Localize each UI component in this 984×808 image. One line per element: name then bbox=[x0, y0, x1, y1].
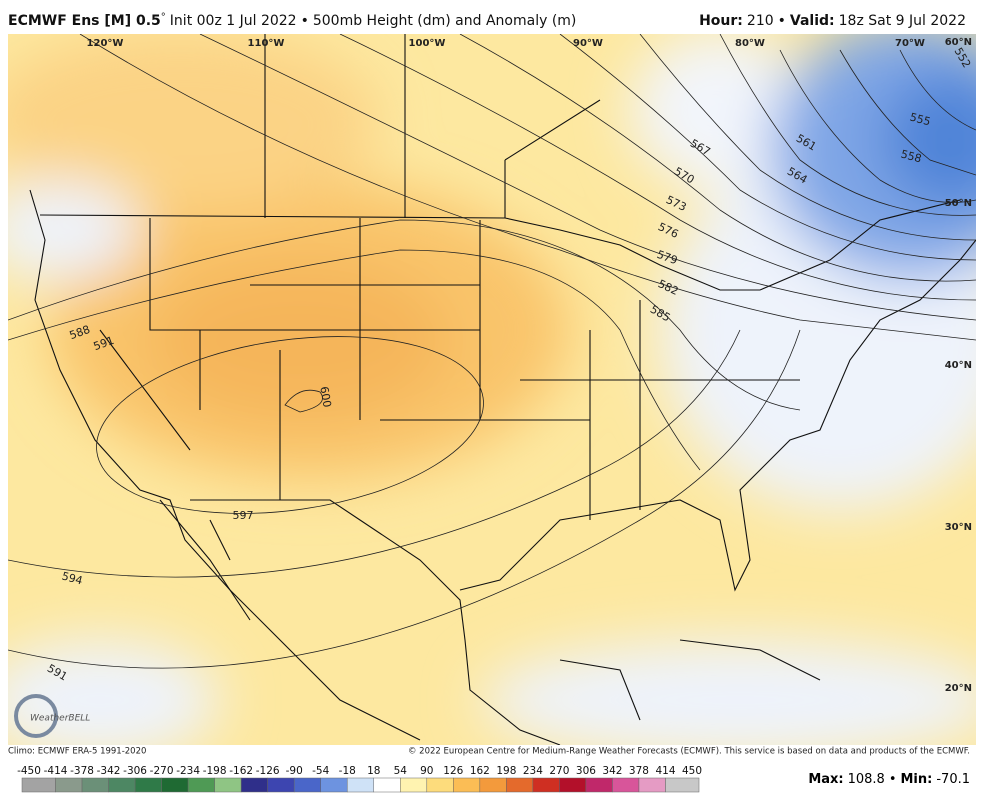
latitude-label: 50°N bbox=[945, 198, 972, 209]
min-value: -70.1 bbox=[936, 772, 970, 787]
colorbar-swatch bbox=[665, 777, 700, 793]
longitude-label: 120°W bbox=[87, 38, 124, 49]
canada-us-border bbox=[39, 199, 961, 291]
state-lines bbox=[99, 34, 800, 520]
max-label: Max: bbox=[808, 772, 843, 787]
colorbar-swatch bbox=[506, 777, 534, 793]
colorbar-tick-label: -342 bbox=[97, 765, 121, 777]
logo: WeatherBELL bbox=[14, 694, 90, 738]
longitude-label: 80°W bbox=[735, 38, 765, 49]
colorbar-tick-label: -450 bbox=[17, 765, 41, 777]
colorbar-tick-label: 270 bbox=[549, 765, 569, 777]
colorbar-swatch bbox=[559, 777, 587, 793]
colorbar-tick-label: 342 bbox=[602, 765, 622, 777]
longitude-label: 90°W bbox=[573, 38, 603, 49]
map: 120°W 110°W 100°W 90°W 80°W 70°W 60°N 50°N 40°N 3… bbox=[8, 34, 976, 745]
colorbar-tick-label: -414 bbox=[44, 765, 68, 777]
colorbar-tick-label: 18 bbox=[367, 765, 380, 777]
colorbar-tick-label: 378 bbox=[629, 765, 649, 777]
mexico bbox=[159, 499, 821, 721]
colorbar-swatch bbox=[426, 777, 454, 793]
colorbar-swatch bbox=[612, 777, 640, 793]
contour-label: 555 bbox=[908, 111, 932, 129]
colorbar-swatch bbox=[479, 777, 507, 793]
valid-label: Valid: bbox=[790, 13, 835, 29]
colorbar-tick-label: -18 bbox=[339, 765, 356, 777]
colorbar-swatch bbox=[267, 777, 295, 793]
copyright: © 2022 European Centre for Medium-Range … bbox=[408, 747, 970, 757]
latitude-label: 30°N bbox=[945, 522, 972, 533]
colorbar-tick-label: 162 bbox=[470, 765, 490, 777]
colorbar-swatch bbox=[453, 777, 481, 793]
colorbar-tick-label: 54 bbox=[394, 765, 408, 777]
colorbar-swatch bbox=[161, 777, 189, 793]
colorbar-tick-label: -54 bbox=[312, 765, 329, 777]
max-value: 108.8 bbox=[848, 772, 885, 787]
colorbar-tick-label: -90 bbox=[286, 765, 303, 777]
colorbar-tick-label: 198 bbox=[496, 765, 516, 777]
climo-note: Climo: ECMWF ERA-5 1991-2020 bbox=[8, 747, 146, 757]
min-label: Min: bbox=[901, 772, 933, 787]
colorbar-swatch bbox=[638, 777, 666, 793]
colorbar-tick-label: -378 bbox=[70, 765, 94, 777]
contour-label: 594 bbox=[60, 570, 84, 588]
colorbar-tick-label: -198 bbox=[203, 765, 227, 777]
colorbar-tick-label: 414 bbox=[655, 765, 675, 777]
colorbar-tick-label: -162 bbox=[229, 765, 253, 777]
colorbar-swatch bbox=[21, 777, 56, 793]
hour: 210 bbox=[747, 13, 774, 29]
colorbar-swatch bbox=[532, 777, 560, 793]
colorbar-swatch bbox=[187, 777, 215, 793]
latitude-label: 20°N bbox=[945, 683, 972, 694]
max-min: Max: 108.8 • Min: -70.1 bbox=[808, 772, 970, 787]
colorbar-swatch bbox=[373, 777, 401, 793]
contour-label: 600 bbox=[317, 385, 333, 408]
colorbar-swatch bbox=[55, 777, 83, 793]
colorbar-tick-label: -306 bbox=[123, 765, 147, 777]
colorbar-tick-label: 234 bbox=[523, 765, 543, 777]
longitude-label: 110°W bbox=[248, 38, 285, 49]
colorbar-tick-label: -126 bbox=[256, 765, 280, 777]
header-right: Hour: 210 • Valid: 18z Sat 9 Jul 2022 bbox=[699, 13, 966, 29]
init: Init 00z 1 Jul 2022 bbox=[170, 13, 297, 29]
valid: 18z Sat 9 Jul 2022 bbox=[839, 13, 966, 29]
colorbar-swatch bbox=[108, 777, 136, 793]
colorbar-swatch bbox=[214, 777, 242, 793]
height-contours bbox=[8, 34, 976, 669]
separator: • bbox=[889, 772, 897, 787]
colorbar-tick-label: 450 bbox=[682, 765, 702, 777]
degree: ° bbox=[161, 12, 166, 23]
contour-label: 558 bbox=[899, 148, 923, 166]
model: ECMWF Ens [M] 0.5 bbox=[8, 13, 161, 29]
colorbar-swatch bbox=[400, 777, 428, 793]
latitude-label: 60°N bbox=[945, 37, 972, 48]
colorbar-tick-label: 90 bbox=[420, 765, 433, 777]
latitude-label: 40°N bbox=[945, 360, 972, 371]
hour-label: Hour: bbox=[699, 13, 743, 29]
separator: • bbox=[301, 13, 309, 29]
colorbar-tick-label: -270 bbox=[150, 765, 174, 777]
colorbar: -450 -414 -378 -342 -306 -270 -234 -198 -162 -126… bbox=[17, 765, 702, 793]
colorbar-tick-label: 306 bbox=[576, 765, 596, 777]
header-left: ECMWF Ens [M] 0.5° Init 00z 1 Jul 2022 • 50… bbox=[8, 12, 576, 29]
colorbar-swatch bbox=[134, 777, 162, 793]
colorbar-swatch bbox=[585, 777, 613, 793]
separator: • bbox=[778, 13, 786, 29]
colorbar-swatch bbox=[293, 777, 321, 793]
colorbar-swatch bbox=[320, 777, 348, 793]
colorbar-swatch bbox=[240, 777, 268, 793]
product: 500mb Height (dm) and Anomaly (m) bbox=[313, 13, 577, 29]
contour-label: 597 bbox=[233, 509, 254, 522]
colorbar-tick-label: -234 bbox=[176, 765, 200, 777]
colorbar-swatch bbox=[346, 777, 375, 793]
logo-text: WeatherBELL bbox=[30, 714, 90, 724]
colorbar-swatch bbox=[81, 777, 109, 793]
anomaly-field bbox=[8, 34, 976, 745]
colorbar-tick-label: 126 bbox=[443, 765, 463, 777]
longitude-label: 70°W bbox=[895, 38, 925, 49]
longitude-label: 100°W bbox=[409, 38, 446, 49]
